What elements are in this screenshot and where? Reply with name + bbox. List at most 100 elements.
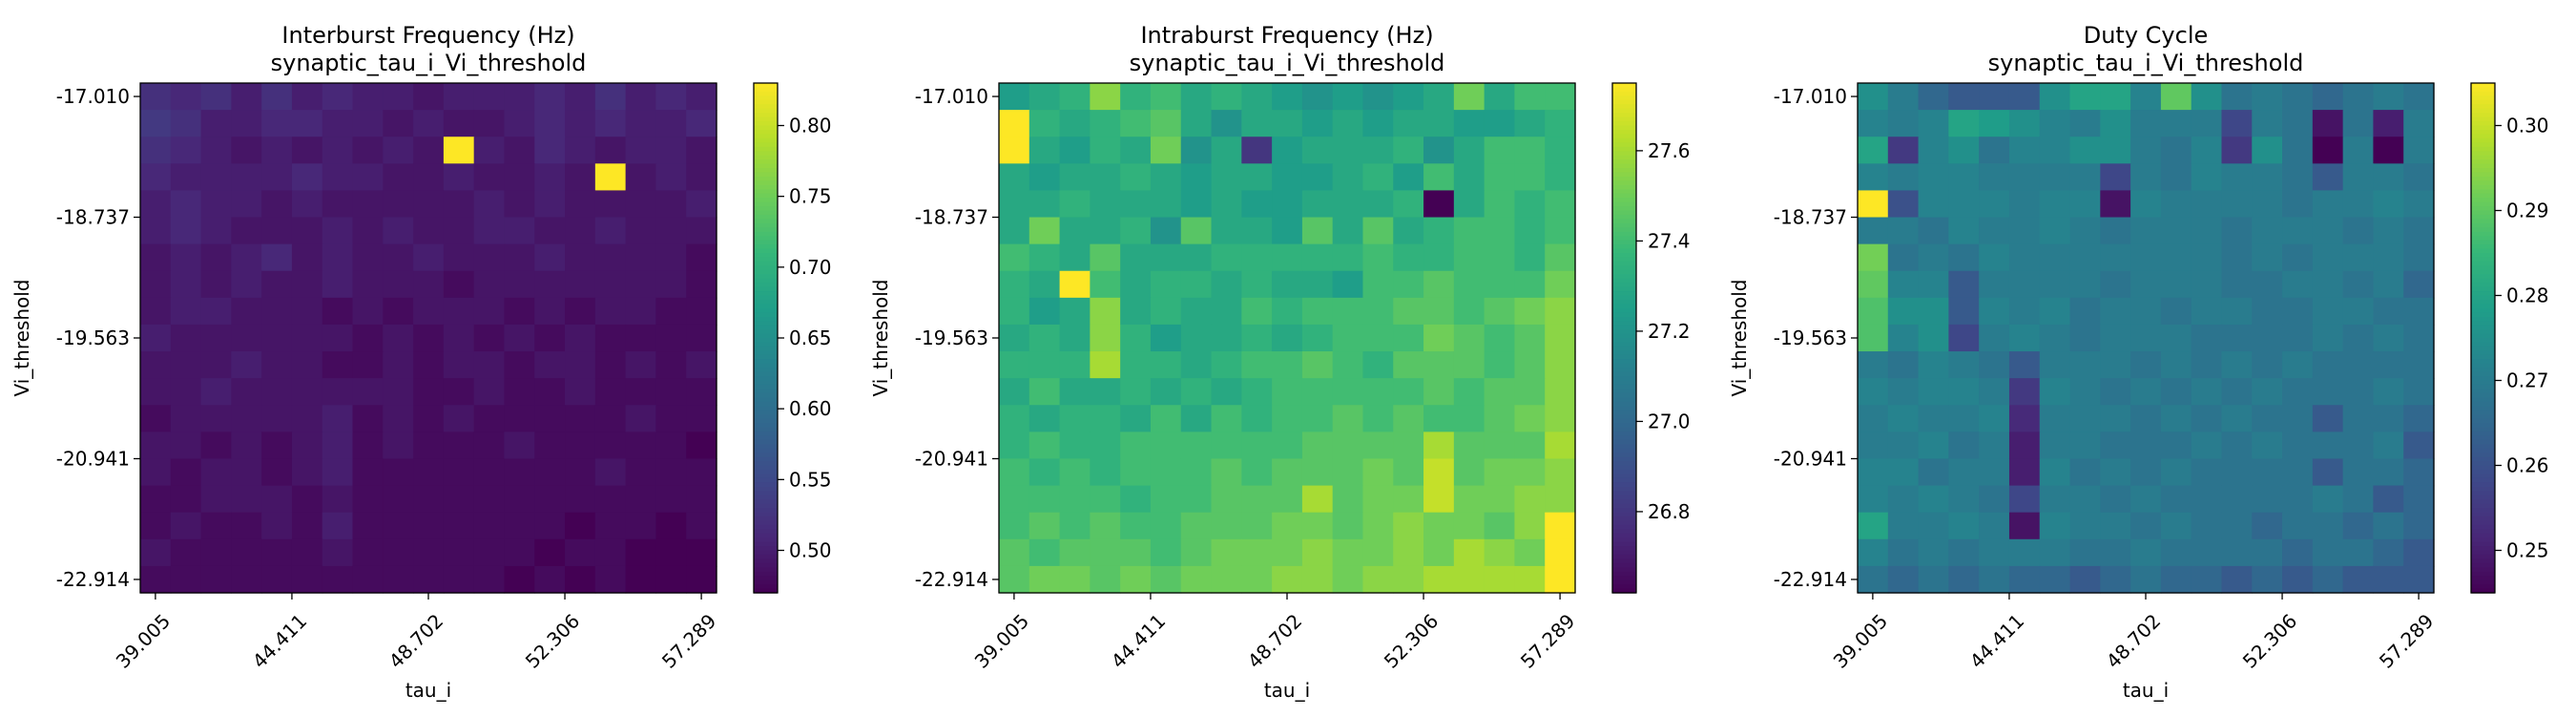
heatmap-cell [2191,538,2223,567]
heatmap-cell [2342,297,2375,326]
colorbar-segment [1612,558,1636,564]
colorbar-segment [2471,206,2495,212]
heatmap-cell [291,565,323,594]
colorbar-segment [1612,533,1636,538]
heatmap-cell [1211,378,1242,406]
heatmap-cell [1301,137,1334,164]
heatmap-cell [443,485,475,514]
heatmap-cell [999,432,1030,460]
heatmap-cell [1059,110,1091,137]
colorbar-segment [754,163,778,169]
heatmap-cell [1484,297,1516,326]
colorbar-segment [2471,278,2495,284]
colorbar-segment [754,414,778,420]
heatmap-cell [1979,351,2010,379]
heatmap-cell [1332,458,1364,487]
colorbar-segment [2471,137,2495,143]
heatmap-cell [2008,190,2041,219]
colorbar-segment [2471,286,2495,292]
heatmap-cell [2191,243,2223,272]
x-tick-label: 48.702 [384,609,447,672]
heatmap-cell [1514,565,1546,594]
colorbar-tick-label: 0.29 [2506,200,2549,222]
heatmap-cell [473,378,506,406]
colorbar-segment [1612,163,1636,169]
heatmap-cell [1362,378,1394,406]
heatmap-cell [1150,405,1182,432]
heatmap-cell [1059,565,1091,594]
colorbar-segment [2471,189,2495,195]
heatmap-cell [1180,538,1213,567]
colorbar-segment [1612,456,1636,462]
colorbar-segment [754,83,778,89]
heatmap-cell [2252,565,2283,594]
heatmap-cell [2160,297,2192,326]
heatmap-cell [1028,137,1061,164]
heatmap-cell [1393,137,1424,164]
heatmap-cell [2008,432,2041,460]
colorbar-segment [1612,389,1636,394]
heatmap-cell [2069,485,2101,514]
heatmap-cell [140,190,172,219]
heatmap-cell [231,565,262,594]
heatmap-cell [170,512,202,540]
colorbar-segment [2471,465,2495,471]
heatmap-cell [140,243,172,272]
colorbar-segment [754,261,778,266]
colorbar-segment [1612,350,1636,356]
heatmap-cell [1028,538,1061,567]
heatmap-cell [2342,378,2375,406]
colorbar-segment [1612,201,1636,207]
heatmap-cell [473,324,506,352]
heatmap-cell [1979,190,2010,219]
heatmap-cell [1090,217,1121,245]
heatmap-cell [383,163,414,192]
heatmap-cell [565,270,596,299]
colorbar-segment [1612,562,1636,568]
heatmap-cell [1211,297,1242,326]
heatmap-cell [1918,243,1949,272]
heatmap-cell [2252,163,2283,192]
heatmap-cell [352,243,384,272]
heatmap-cell [200,324,232,352]
heatmap-cell [2008,110,2041,137]
colorbar-segment [2471,236,2495,242]
heatmap-cell [2221,137,2253,164]
colorbar-tick-label: 0.55 [789,468,832,491]
colorbar-segment [754,380,778,386]
heatmap-cell [1887,270,1920,299]
heatmap-cell [1362,110,1394,137]
heatmap-cell [1393,297,1424,326]
heatmap-cell [534,565,566,594]
heatmap-cell [1453,137,1485,164]
heatmap-cell [2342,217,2375,245]
heatmap-cell [2403,405,2435,432]
heatmap-cell [625,485,657,514]
colorbar-segment [1612,159,1636,165]
heatmap-cell [504,110,535,137]
heatmap-cell [2252,485,2283,514]
heatmap-cell [383,110,414,137]
heatmap-cell [2221,458,2253,487]
colorbar-segment [2471,406,2495,411]
colorbar-segment [2471,541,2495,547]
colorbar-segment [2471,184,2495,190]
colorbar-segment [754,146,778,152]
heatmap-cell [200,270,232,299]
heatmap-cell [534,538,566,567]
colorbar-segment [1612,257,1636,263]
colorbar-segment [754,307,778,313]
heatmap-cell [322,378,354,406]
heatmap-cell [2130,190,2162,219]
heatmap-cell [2252,405,2283,432]
heatmap-cell [1301,378,1334,406]
colorbar-segment [754,576,778,581]
heatmap-cell [1423,163,1455,192]
heatmap-cell [2373,378,2404,406]
heatmap-cell [686,83,717,111]
heatmap-cell [2100,163,2131,192]
heatmap-cell [2282,565,2314,594]
heatmap-cell [170,190,202,219]
heatmap-cell [2069,378,2101,406]
heatmap-cell [1484,565,1516,594]
